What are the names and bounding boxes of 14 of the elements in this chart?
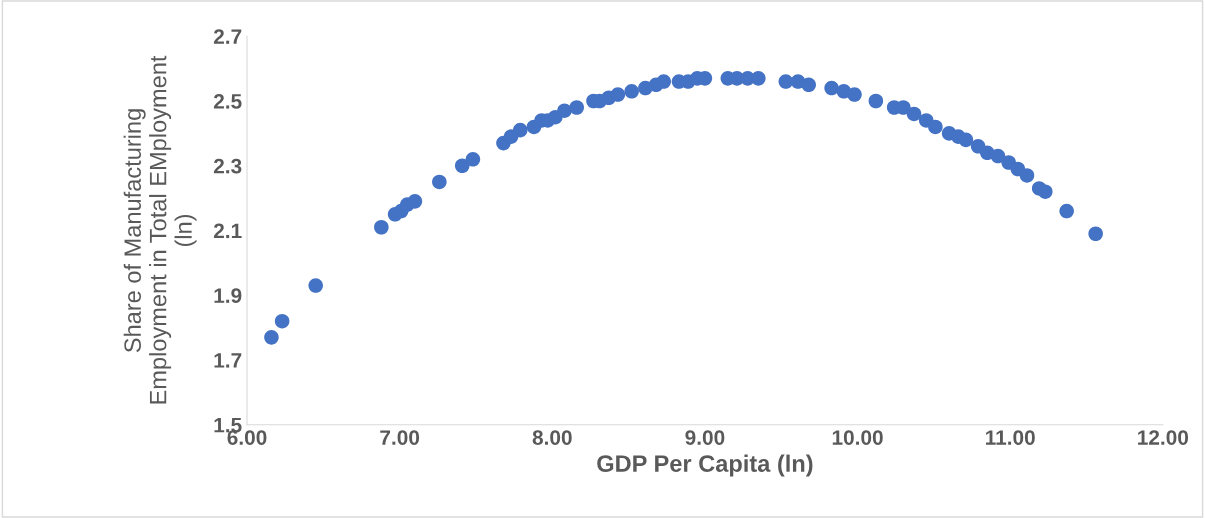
- y-tick-label: 2.3: [213, 158, 242, 174]
- x-tick-label: 10.00: [832, 430, 883, 445]
- y-tick-label: 1.9: [214, 288, 242, 304]
- y-axis-title: Share of Manufacturing Employment in Total EMployment (ln): [123, 55, 197, 404]
- x-tick-label: 9.00: [685, 430, 725, 445]
- y-tick-label: 1.7: [214, 353, 242, 368]
- x-tick-label: 11.00: [986, 430, 1035, 445]
- y-tick-label: 2.1: [213, 223, 242, 239]
- x-tick-label: 12.00: [1138, 430, 1189, 445]
- y-tick-label: 2.5: [213, 94, 242, 109]
- x-axis-title: GDP Per Capita (ln): [597, 454, 813, 477]
- x-tick-label: 7.00: [380, 430, 420, 445]
- y-tick-label: 2.7: [213, 29, 242, 44]
- x-tick-label: 8.00: [532, 430, 572, 445]
